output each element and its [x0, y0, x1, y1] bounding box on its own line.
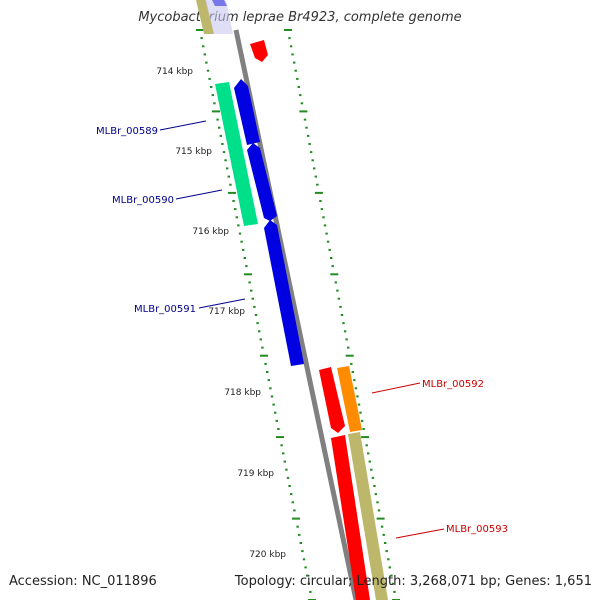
gene-mlbr-00592-orange: [337, 366, 362, 432]
kbp-label-718: 718 kbp: [224, 388, 261, 398]
kbp-label-714: 714 kbp: [156, 67, 193, 77]
kbp-label-717: 717 kbp: [208, 307, 245, 317]
tick-dots: [196, 29, 400, 600]
gene-mlbr-00593-red: [331, 435, 370, 600]
kbp-label-720: 720 kbp: [249, 550, 286, 560]
feature-small-red: [250, 40, 268, 62]
gene-mlbr-00590-a: [234, 79, 260, 145]
gene-label-00593: MLBr_00593: [446, 524, 508, 535]
feature-top-khaki: [196, 0, 214, 34]
gene-mlbr-00592-red: [319, 367, 345, 433]
genome-stats-text: Topology: circular; Length: 3,268,071 bp…: [234, 574, 592, 589]
gene-mlbr-00590-b: [247, 143, 277, 221]
gene-mlbr-00589: [215, 82, 258, 226]
gene-label-00590: MLBr_00590: [112, 195, 174, 206]
gene-label-00591: MLBr_00591: [134, 304, 196, 315]
gene-mlbr-00591: [264, 220, 304, 366]
leader-00591: [198, 298, 246, 309]
leader-00593: [395, 528, 445, 539]
accession-text: Accession: NC_011896: [9, 574, 157, 589]
gene-label-00592: MLBr_00592: [422, 379, 484, 390]
gene-label-00589: MLBr_00589: [96, 126, 158, 137]
leader-00589: [159, 120, 207, 131]
leader-00592: [371, 382, 421, 394]
kbp-label-715: 715 kbp: [175, 147, 212, 157]
kbp-label-719: 719 kbp: [237, 469, 274, 479]
kbp-label-716: 716 kbp: [192, 227, 229, 237]
leader-00590: [175, 189, 223, 200]
feature-top-light: [205, 0, 233, 34]
gene-mlbr-00593-khaki: [348, 432, 388, 600]
